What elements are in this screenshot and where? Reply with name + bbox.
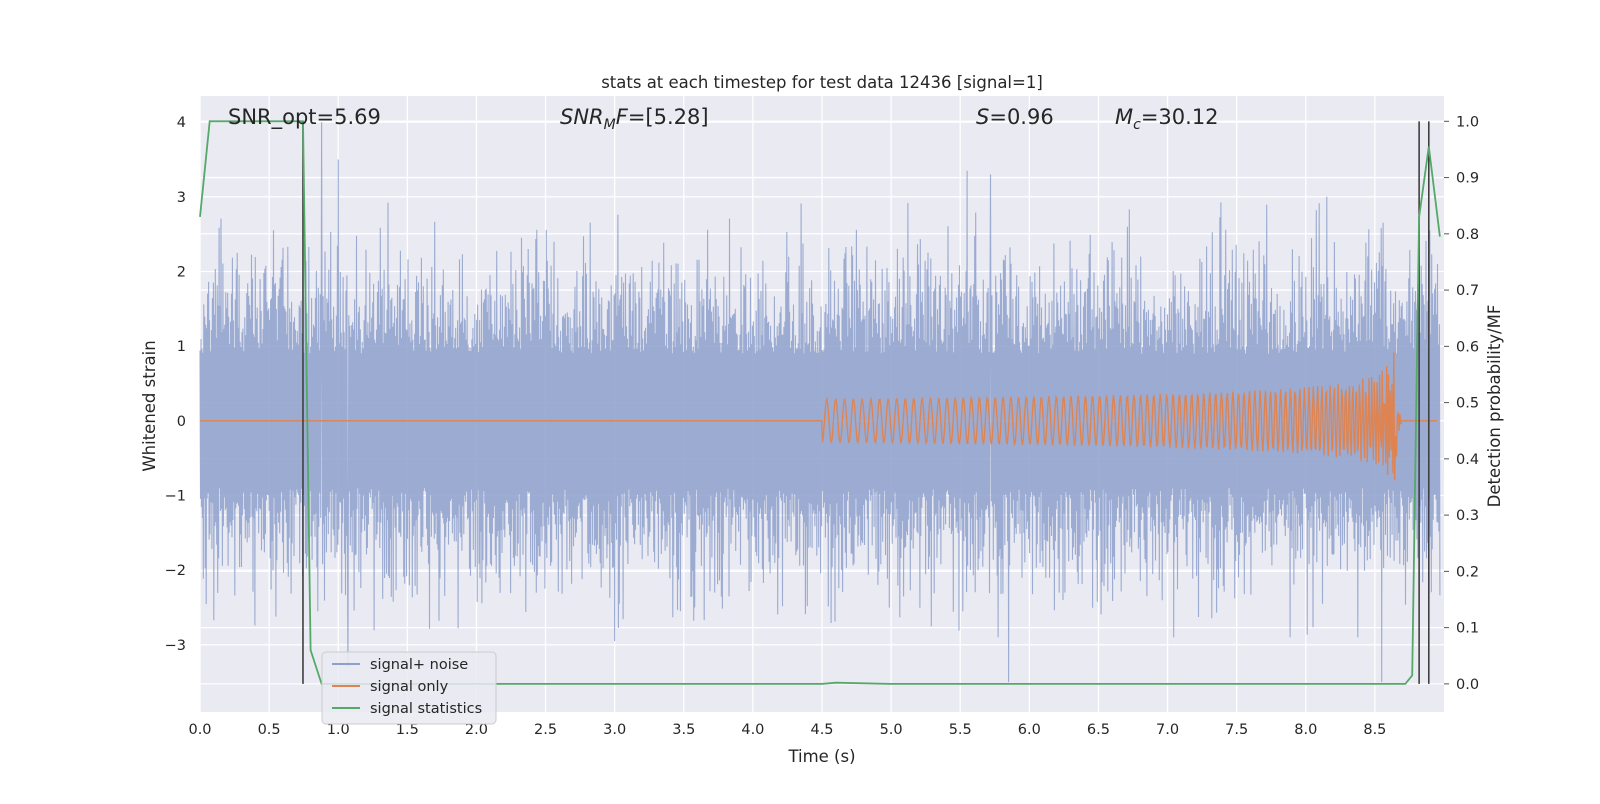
x-tick-label: 0.0 [188,722,211,738]
legend-box [321,651,497,725]
x-tick-label: 3.5 [672,722,695,738]
y-tick-label: −2 [165,563,186,579]
legend-label-noise: signal+ noise [370,657,468,673]
x-tick-label: 4.5 [810,722,833,738]
legend: signal+ noise signal only signal statist… [321,651,497,725]
y-tick-label: 0 [177,414,186,430]
noise-series-line [199,122,1441,683]
x-tick-label: 3.0 [603,722,626,738]
mc-annotation: Mc=30.12 [1115,105,1219,133]
mc-value: =30.12 [1141,105,1219,129]
s-value: =0.96 [989,105,1053,129]
y-right-tick-label: 0.1 [1456,621,1479,637]
x-tick-label: 5.5 [949,722,972,738]
x-tick-label: 6.0 [1018,722,1041,738]
y-tick-label: −3 [165,638,186,654]
x-tick-label: 2.5 [534,722,557,738]
y-tick-label: 3 [177,190,186,206]
signal-only-series-line [200,352,1438,481]
y-axis-label: Whitened strain [140,340,159,471]
snr-mf-main: SNR [560,105,604,129]
y-right-tick-label: 1.0 [1456,114,1479,130]
x-tick-label: 1.5 [396,722,419,738]
snr-mf-value: =[5.28] [628,105,709,129]
y-tick-label: 4 [177,115,186,131]
s-letter: S [976,105,989,129]
y-right-tick-label: 0.7 [1456,283,1479,299]
y-right-tick-label: 0.5 [1456,396,1479,412]
x-tick-label: 8.5 [1363,722,1386,738]
x-tick-label: 4.0 [741,722,764,738]
mc-letter: M [1115,105,1133,129]
x-tick-label: 7.0 [1156,722,1179,738]
y-axis-right-label: Detection probability/MF [1485,305,1504,508]
y-right-tick-label: 0.6 [1456,339,1479,355]
legend-label-signal: signal only [370,679,449,695]
x-tick-label: 1.0 [327,722,350,738]
x-tick-label: 6.5 [1087,722,1110,738]
x-tick-label: 8.0 [1294,722,1317,738]
y-tick-label: −1 [165,488,186,504]
snr-mf-annotation: SNRMF=[5.28] [560,105,709,133]
y-right-tick-label: 0.2 [1456,564,1479,580]
signal-statistics-series-line [199,120,1441,685]
x-tick-label: 2.0 [465,722,488,738]
tick-labels: 0.0 0.5 1.0 1.5 2.0 2.5 3.0 3.5 4.0 4.5 5.0 5.5 6.0 6… [165,114,1479,738]
y-right-tick-label: 0.3 [1456,508,1479,524]
y-right-tick-label: 0.0 [1456,677,1479,693]
x-axis-label: Time (s) [787,747,855,766]
snr-opt-annotation: SNR_opt=5.69 [228,105,381,130]
s-annotation: S=0.96 [976,105,1054,129]
y-tick-label: 1 [177,339,186,355]
snr-mf-sub: M [604,117,616,133]
x-tick-label: 7.5 [1225,722,1248,738]
y-right-tick-label: 0.4 [1456,452,1479,468]
data-layer [199,122,1441,683]
x-tick-label: 5.0 [880,722,903,738]
snr-mf-rest: F=[5.28] [616,105,709,129]
y-right-tick-label: 0.8 [1456,227,1479,243]
legend-label-stats: signal statistics [370,701,482,717]
mc-sub: c [1133,117,1141,133]
x-tick-label: 0.5 [258,722,281,738]
statistics-layer [199,120,1441,685]
chart-title: stats at each timestep for test data 124… [601,73,1043,92]
y-right-tick-label: 0.9 [1456,171,1479,187]
y-tick-label: 2 [177,264,186,280]
